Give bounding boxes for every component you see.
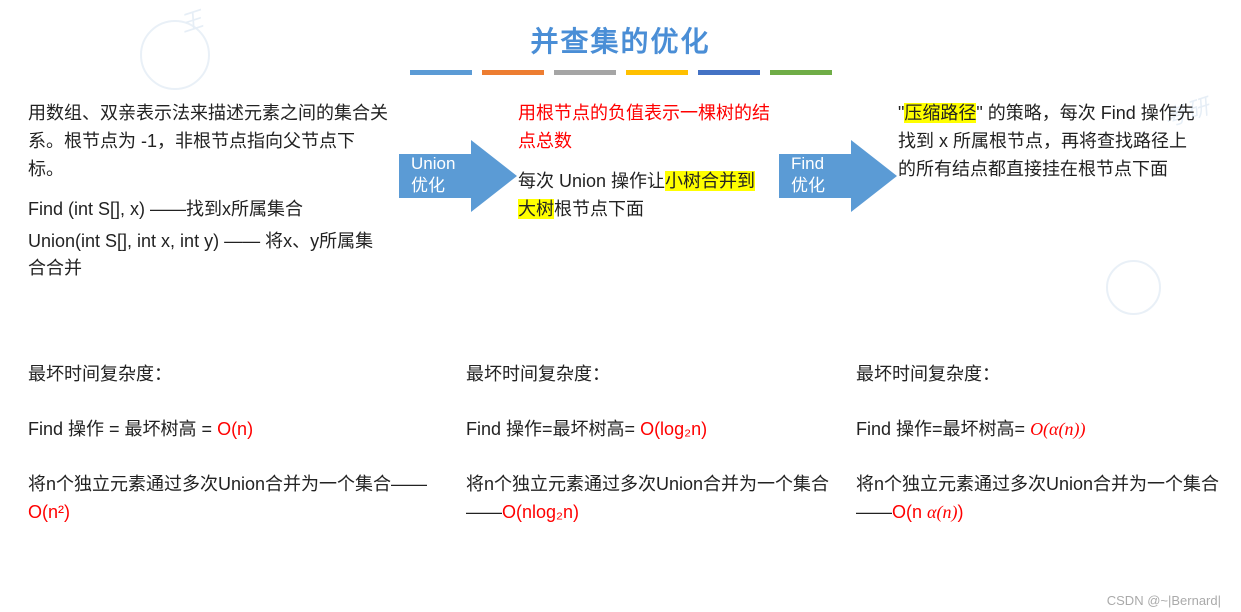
arrow-union-opt: Union 优化 [398, 100, 518, 300]
spacer [466, 450, 856, 470]
underline-seg-2 [554, 70, 616, 75]
spacer [856, 450, 1236, 470]
underline-seg-1 [482, 70, 544, 75]
find-line-2: Find 操作=最坏树高= O(log₂n) [466, 415, 856, 444]
find-prefix-1: Find 操作 [28, 419, 104, 439]
find-prefix-3: Find 操作 [856, 419, 932, 439]
col2-p2: 每次 Union 操作让小树合并到大树根节点下面 [518, 168, 770, 224]
col-3-find-opt: "压缩路径" 的策略，每次 Find 操作先找到 x 所属根节点，再将查找路径上… [898, 100, 1208, 300]
col1-p1: 用数组、双亲表示法来描述元素之间的集合关系。根节点为 -1，非根节点指向父节点下… [28, 100, 390, 184]
spacer [28, 395, 466, 415]
arrow-find-opt: Find 优化 [778, 100, 898, 300]
credit-watermark: CSDN @~|Bernard| [1107, 593, 1221, 608]
union-O-2: O(nlog₂n) [502, 502, 579, 522]
arrow2-line2: 优化 [791, 176, 825, 195]
worst-label-3: 最坏时间复杂度： [856, 360, 1236, 389]
find-O-2: O(log₂n) [640, 419, 707, 439]
upper-columns: 用数组、双亲表示法来描述元素之间的集合关系。根节点为 -1，非根节点指向父节点下… [0, 100, 1241, 300]
union-O-1: O(n²) [28, 502, 70, 522]
spacer [856, 395, 1236, 415]
union-O-3a: O(n [892, 502, 927, 522]
find-line-3: Find 操作=最坏树高= O(α(n)) [856, 415, 1236, 444]
union-line-2: 将n个独立元素通过多次Union合并为一个集合——O(nlog₂n) [466, 470, 856, 528]
slide-root: 王 考研 并查集的优化 用数组、双亲表示法来描述元素之间的集合关系。根节点为 -… [0, 0, 1241, 612]
spacer [28, 188, 390, 196]
col-1-basic: 用数组、双亲表示法来描述元素之间的集合关系。根节点为 -1，非根节点指向父节点下… [28, 100, 398, 300]
find-O-1: O(n) [217, 419, 253, 439]
worst-label-2: 最坏时间复杂度： [466, 360, 856, 389]
col3-hl: 压缩路径 [904, 103, 976, 123]
arrow2-line1: Find [791, 154, 824, 173]
eq-2: =最坏树高= [542, 419, 640, 439]
spacer [28, 450, 466, 470]
col2-p2-post: 根节点下面 [554, 199, 644, 219]
underline-seg-0 [410, 70, 472, 75]
complexity-col-1: 最坏时间复杂度： Find 操作 = 最坏树高 = O(n) 将n个独立元素通过… [28, 360, 466, 533]
find-O-3: O(α(n)) [1030, 419, 1085, 439]
arrow1-line1: Union [411, 154, 455, 173]
union-line-3: 将n个独立元素通过多次Union合并为一个集合——O(n α(n)) [856, 470, 1236, 528]
find-line-1: Find 操作 = 最坏树高 = O(n) [28, 415, 466, 444]
col1-p3: Union(int S[], int x, int y) —— 将x、y所属集合… [28, 228, 390, 284]
underline-seg-4 [698, 70, 760, 75]
col1-p2: Find (int S[], x) ——找到x所属集合 [28, 196, 390, 224]
union-line-1: 将n个独立元素通过多次Union合并为一个集合—— O(n²) [28, 470, 466, 528]
complexity-col-2: 最坏时间复杂度： Find 操作=最坏树高= O(log₂n) 将n个独立元素通… [466, 360, 856, 533]
watermark-circle-top [140, 20, 210, 90]
col2-p1-red: 用根节点的负值表示一棵树的结点总数 [518, 103, 770, 151]
col3-p1: "压缩路径" 的策略，每次 Find 操作先找到 x 所属根节点，再将查找路径上… [898, 100, 1200, 184]
arrow-label-2: Find 优化 [791, 153, 825, 197]
arrow-label-1: Union 优化 [411, 153, 455, 197]
underline-seg-3 [626, 70, 688, 75]
union-O-3b: α(n) [927, 502, 957, 522]
arrow1-line2: 优化 [411, 176, 445, 195]
arrow-shape-1: Union 优化 [399, 140, 517, 212]
union-text-1: 将n个独立元素通过多次Union合并为一个集合—— [28, 474, 427, 494]
col2-p2-pre: 每次 Union 操作让 [518, 171, 665, 191]
complexity-col-3: 最坏时间复杂度： Find 操作=最坏树高= O(α(n)) 将n个独立元素通过… [856, 360, 1236, 533]
eq-3: =最坏树高= [932, 419, 1030, 439]
spacer [466, 395, 856, 415]
find-prefix-2: Find 操作 [466, 419, 542, 439]
lower-complexity-row: 最坏时间复杂度： Find 操作 = 最坏树高 = O(n) 将n个独立元素通过… [0, 360, 1241, 533]
underline-seg-5 [770, 70, 832, 75]
col-2-union-opt: 用根节点的负值表示一棵树的结点总数 每次 Union 操作让小树合并到大树根节点… [518, 100, 778, 300]
worst-label-1: 最坏时间复杂度： [28, 360, 466, 389]
arrow-shape-2: Find 优化 [779, 140, 897, 212]
union-O-3c: ) [957, 502, 963, 522]
eq-1: = 最坏树高 = [104, 419, 217, 439]
spacer [518, 160, 770, 168]
